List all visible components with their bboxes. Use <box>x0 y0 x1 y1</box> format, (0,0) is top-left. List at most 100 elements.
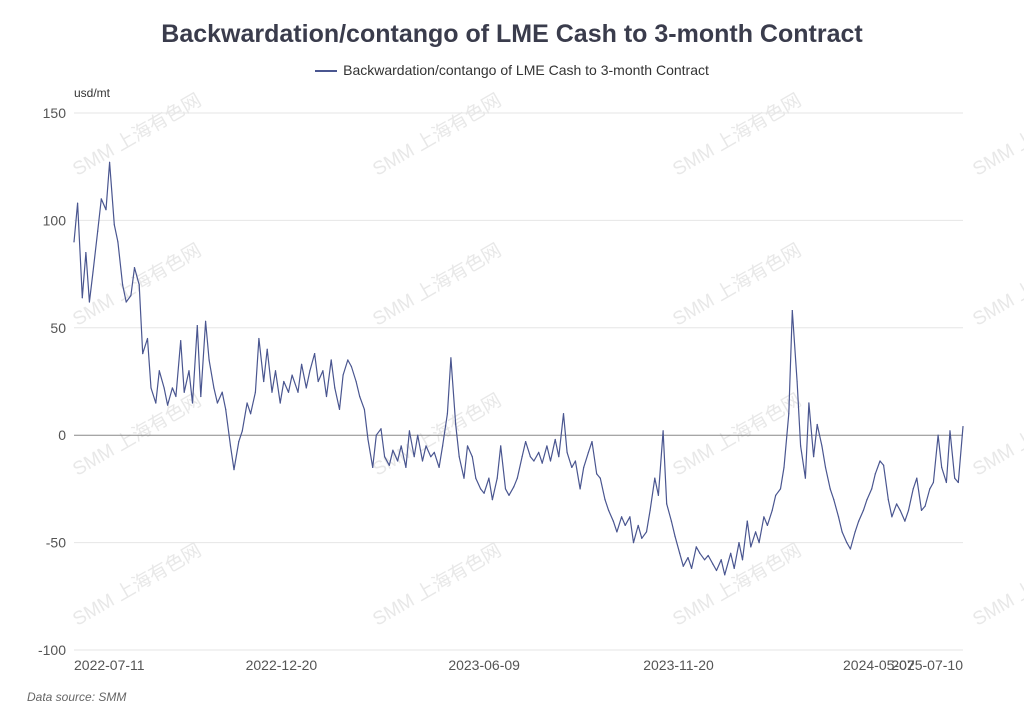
data-point <box>413 456 415 458</box>
data-point <box>204 320 207 322</box>
data-point <box>508 494 510 496</box>
data-point <box>105 209 107 211</box>
data-point <box>920 509 923 511</box>
chart-title: Backwardation/contango of LME Cash to 3-… <box>161 20 863 48</box>
data-point <box>891 516 893 518</box>
data-point <box>949 430 951 432</box>
data-point <box>317 380 319 383</box>
data-point <box>546 445 548 447</box>
data-point <box>266 348 268 350</box>
data-point <box>130 294 132 297</box>
data-point <box>587 451 590 453</box>
data-point <box>213 387 215 389</box>
data-point <box>483 492 485 494</box>
data-point <box>945 481 948 484</box>
data-point <box>679 552 681 554</box>
data-point <box>666 503 668 505</box>
data-point <box>962 426 964 428</box>
data-point <box>882 464 885 466</box>
data-point <box>562 413 565 415</box>
data-point <box>100 198 102 200</box>
data-point <box>558 456 560 458</box>
data-point <box>463 477 465 479</box>
data-point <box>305 387 307 389</box>
data-point <box>707 554 709 557</box>
data-point <box>196 325 198 327</box>
data-point <box>816 423 818 426</box>
data-point <box>263 380 265 383</box>
data-point <box>824 466 827 469</box>
watermark-text: SMM 上海有色网 <box>369 89 505 180</box>
x-tick-label: 2022-12-20 <box>246 657 318 673</box>
data-point <box>521 456 523 458</box>
data-point <box>783 466 785 469</box>
data-point <box>400 445 402 447</box>
data-point <box>804 477 806 479</box>
data-point <box>367 438 369 441</box>
data-point <box>624 524 626 527</box>
data-point <box>754 531 757 533</box>
data-point <box>591 441 593 443</box>
data-point <box>862 509 865 511</box>
data-point <box>405 466 407 469</box>
legend[interactable]: Backwardation/contango of LME Cash to 3-… <box>0 62 1024 78</box>
data-point <box>355 380 357 383</box>
data-point <box>912 488 914 490</box>
data-point <box>662 430 664 432</box>
data-point <box>163 387 165 389</box>
y-tick-label: -50 <box>46 535 66 551</box>
data-point <box>871 488 873 490</box>
data-point <box>841 531 843 533</box>
data-point <box>858 520 860 522</box>
data-point <box>833 499 835 501</box>
data-point <box>446 413 448 415</box>
data-point <box>866 499 868 501</box>
data-point <box>88 301 91 303</box>
data-point <box>649 509 651 511</box>
data-point <box>133 267 136 269</box>
data-point <box>566 451 568 453</box>
data-point <box>347 359 349 361</box>
data-point <box>612 520 614 522</box>
data-point <box>607 509 610 511</box>
data-point <box>225 408 227 411</box>
data-point <box>932 481 934 484</box>
data-point <box>155 402 157 404</box>
data-point <box>408 430 411 432</box>
data-point <box>342 374 344 376</box>
data-point <box>750 546 752 548</box>
data-point <box>208 359 210 361</box>
data-point <box>479 488 482 490</box>
data-point <box>466 445 469 447</box>
data-point <box>632 542 635 544</box>
data-point <box>529 456 531 458</box>
data-point <box>338 408 341 411</box>
data-point <box>879 460 881 462</box>
data-point <box>670 520 673 522</box>
data-point <box>442 445 444 447</box>
watermark-text: SMM 上海有色网 <box>969 89 1024 180</box>
watermark-text: SMM 上海有色网 <box>669 239 805 330</box>
data-point <box>763 516 765 518</box>
data-point <box>216 402 219 404</box>
data-point <box>849 548 851 550</box>
data-point <box>496 477 498 479</box>
data-point <box>97 230 99 232</box>
data-point <box>158 370 160 372</box>
watermark-layer: SMM 上海有色网 SMM 上海有色网 SMM 上海有色网 SMM 上海有色网 SMM … <box>69 89 1024 630</box>
data-point <box>654 477 656 479</box>
data-point <box>475 477 477 479</box>
data-point <box>200 395 202 398</box>
data-point <box>372 466 374 469</box>
data-point <box>92 271 94 273</box>
data-point <box>525 441 527 443</box>
watermark-text: SMM 上海有色网 <box>369 539 505 630</box>
data-point <box>279 402 281 404</box>
data-point <box>957 481 959 484</box>
data-point <box>596 473 598 475</box>
y-tick-label: 0 <box>58 427 66 443</box>
data-point <box>500 445 502 447</box>
data-point <box>837 516 840 518</box>
data-point <box>491 499 494 501</box>
